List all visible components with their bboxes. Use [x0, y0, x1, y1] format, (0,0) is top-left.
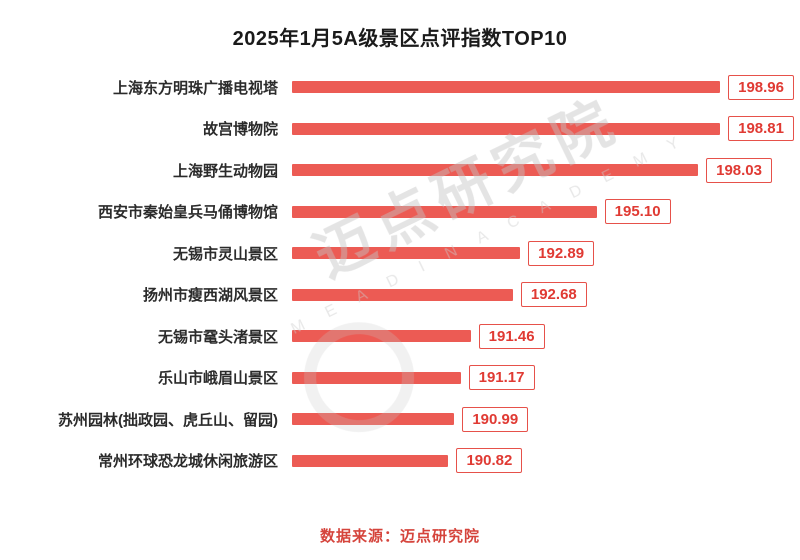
bar-label: 故宫博物院	[202, 121, 278, 139]
bar-track: 198.03	[292, 151, 794, 189]
bar-row: 上海东方明珠广播电视塔 198.96	[10, 68, 794, 106]
bar-track: 192.68	[292, 276, 794, 314]
bar-label: 常州环球恐龙城休闲旅游区	[97, 453, 278, 471]
bar-label: 西安市秦始皇兵马俑博物馆	[97, 204, 278, 222]
bar-row: 无锡市鼋头渚景区 191.46	[10, 317, 794, 355]
bar-row: 常州环球恐龙城休闲旅游区 190.82	[10, 442, 794, 480]
bar-row: 苏州园林(拙政园、虎丘山、留园) 190.99	[10, 400, 794, 438]
value-badge: 192.68	[520, 282, 587, 308]
value-badge: 198.96	[728, 74, 794, 100]
bar-track: 191.17	[292, 359, 794, 397]
bar	[292, 413, 455, 426]
bar-track: 191.46	[292, 317, 794, 355]
bar-track: 190.99	[292, 400, 794, 438]
bar	[292, 454, 449, 467]
value-badge: 195.10	[604, 199, 671, 225]
bar-row: 扬州市瘦西湖风景区 192.68	[10, 276, 794, 314]
bar	[292, 205, 597, 218]
bar-track: 198.96	[292, 68, 794, 106]
bar-label: 上海东方明珠广播电视塔	[112, 79, 278, 97]
bar-label: 无锡市鼋头渚景区	[157, 328, 278, 346]
bar-label: 苏州园林(拙政园、虎丘山、留园)	[58, 411, 278, 429]
bar-row: 乐山市峨眉山景区 191.17	[10, 359, 794, 397]
value-badge: 190.99	[462, 406, 529, 432]
bar-track: 195.10	[292, 193, 794, 231]
bar	[292, 122, 721, 135]
bar-row: 无锡市灵山景区 192.89	[10, 234, 794, 272]
bar-row: 上海野生动物园 198.03	[10, 151, 794, 189]
value-badge: 198.03	[706, 157, 772, 183]
bar-label: 扬州市瘦西湖风景区	[142, 287, 278, 305]
value-badge: 191.46	[478, 323, 545, 349]
bar-track: 192.89	[292, 234, 794, 272]
bar	[292, 330, 471, 343]
chart-title: 2025年1月5A级景区点评指数TOP10	[232, 28, 568, 50]
bar-row: 西安市秦始皇兵马俑博物馆 195.10	[10, 193, 794, 231]
bar	[292, 247, 521, 260]
bar-track: 190.82	[292, 442, 794, 480]
bar-track: 198.81	[292, 110, 794, 148]
bar	[292, 164, 699, 177]
bar-row: 故宫博物院 198.81	[10, 110, 794, 148]
bar-chart: 上海东方明珠广播电视塔 198.96 故宫博物院 198.81 上海野生动物园 198.0…	[10, 68, 794, 480]
value-badge: 190.82	[456, 448, 523, 474]
bar	[292, 371, 461, 384]
value-badge: 198.81	[728, 116, 794, 142]
value-badge: 192.89	[528, 240, 595, 266]
bar	[292, 288, 513, 301]
value-badge: 191.17	[468, 365, 535, 391]
data-source: 数据来源：迈点研究院	[319, 528, 480, 545]
bar	[292, 81, 721, 93]
bar-label: 上海野生动物园	[172, 162, 278, 180]
bar-label: 无锡市灵山景区	[172, 245, 278, 263]
bar-label: 乐山市峨眉山景区	[157, 370, 278, 388]
